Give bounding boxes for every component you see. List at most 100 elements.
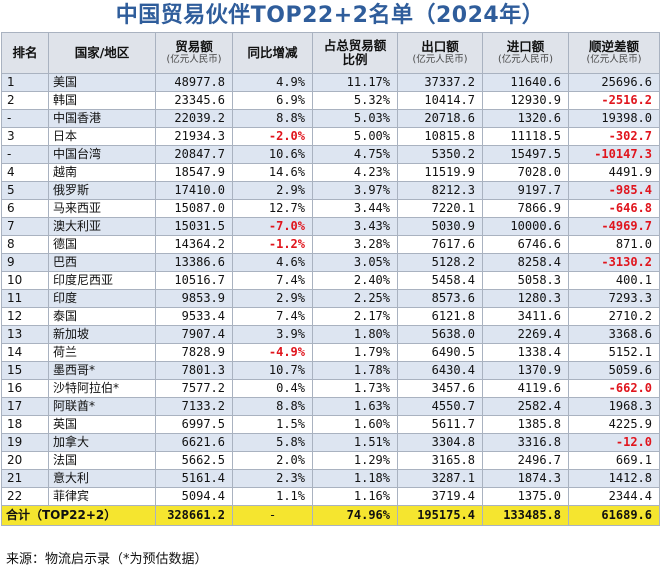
cell-balance: -12.0 [568,433,660,452]
cell-country: 英国 [48,415,156,434]
cell-yoy: 6.9% [232,91,313,110]
cell-balance: 5152.1 [568,343,660,362]
cell-country: 俄罗斯 [48,181,156,200]
header-balance: 顺逆差额 (亿元人民币) [568,32,660,74]
cell-export: 6121.8 [397,307,483,326]
cell-export: 3719.4 [397,487,483,506]
cell-country: 印度尼西亚 [48,271,156,290]
cell-share: 2.40% [312,271,398,290]
cell-trade: 10516.7 [155,271,233,290]
cell-import: 1338.4 [482,343,569,362]
header-export-unit: (亿元人民币) [412,54,468,65]
cell-trade: 18547.9 [155,163,233,182]
cell-share: 5.03% [312,109,398,128]
cell-share: 1.79% [312,343,398,362]
cell-country: 加拿大 [48,433,156,452]
cell-rank: 13 [1,325,49,344]
cell-share: 5.32% [312,91,398,110]
cell-country: 澳大利亚 [48,217,156,236]
cell-export: 6490.5 [397,343,483,362]
table-row: 10 印度尼西亚 10516.7 7.4% 2.40% 5458.4 5058.3 400.1 [1,271,660,290]
cell-country: 马来西亚 [48,199,156,218]
total-label: 合计（TOP22+2） [1,505,156,526]
cell-export: 8212.3 [397,181,483,200]
header-share-line2: 比例 [342,52,368,67]
table-row: - 中国香港 22039.2 8.8% 5.03% 20718.6 1320.6 19398.… [1,109,660,128]
cell-export: 5350.2 [397,145,483,164]
cell-import: 11118.5 [482,127,569,146]
table-row: 16 沙特阿拉伯* 7577.2 0.4% 1.73% 3457.6 4119.6 -662.… [1,379,660,398]
table-row: 3 日本 21934.3 -2.0% 5.00% 10815.8 11118.5 -302.7 [1,127,660,146]
cell-balance: 25696.6 [568,73,660,92]
cell-trade: 5662.5 [155,451,233,470]
cell-balance: -10147.3 [568,145,660,164]
cell-import: 1375.0 [482,487,569,506]
cell-country: 美国 [48,73,156,92]
cell-yoy: 4.6% [232,253,313,272]
cell-country: 法国 [48,451,156,470]
table-row: 19 加拿大 6621.6 5.8% 1.51% 3304.8 3316.8 -12.0 [1,433,660,452]
cell-share: 1.80% [312,325,398,344]
cell-rank: 5 [1,181,49,200]
cell-rank: 3 [1,127,49,146]
total-balance: 61689.6 [568,505,660,526]
header-yoy: 同比增减 [232,32,313,74]
cell-balance: 4225.9 [568,415,660,434]
cell-share: 1.18% [312,469,398,488]
cell-share: 3.44% [312,199,398,218]
cell-share: 5.00% [312,127,398,146]
cell-export: 10414.7 [397,91,483,110]
cell-rank: 18 [1,415,49,434]
cell-rank: 1 [1,73,49,92]
table-row: 9 巴西 13386.6 4.6% 3.05% 5128.2 8258.4 -3130.2 [1,253,660,272]
cell-share: 1.63% [312,397,398,416]
cell-country: 中国香港 [48,109,156,128]
table-header: 排名 国家/地区 贸易额 (亿元人民币) 同比增减 占总贸易额 比例 出口额 (亿元人… [1,32,660,74]
cell-yoy: -2.0% [232,127,313,146]
table-row: 13 新加坡 7907.4 3.9% 1.80% 5638.0 2269.4 3368.6 [1,325,660,344]
cell-import: 3411.6 [482,307,569,326]
cell-country: 阿联酋* [48,397,156,416]
cell-trade: 7133.2 [155,397,233,416]
cell-share: 3.43% [312,217,398,236]
cell-import: 1320.6 [482,109,569,128]
table-row: 17 阿联酋* 7133.2 8.8% 1.63% 4550.7 2582.4 1968.3 [1,397,660,416]
cell-export: 5030.9 [397,217,483,236]
cell-export: 10815.8 [397,127,483,146]
cell-share: 1.51% [312,433,398,452]
cell-balance: 2344.4 [568,487,660,506]
cell-yoy: 12.7% [232,199,313,218]
cell-balance: 1412.8 [568,469,660,488]
cell-export: 4550.7 [397,397,483,416]
cell-import: 8258.4 [482,253,569,272]
table-row: 4 越南 18547.9 14.6% 4.23% 11519.9 7028.0 4491.9 [1,163,660,182]
cell-trade: 15087.0 [155,199,233,218]
cell-country: 德国 [48,235,156,254]
cell-balance: 19398.0 [568,109,660,128]
cell-trade: 13386.6 [155,253,233,272]
cell-country: 中国台湾 [48,145,156,164]
cell-trade: 20847.7 [155,145,233,164]
cell-import: 1370.9 [482,361,569,380]
cell-rank: 7 [1,217,49,236]
cell-rank: 21 [1,469,49,488]
cell-trade: 23345.6 [155,91,233,110]
cell-yoy: 2.9% [232,181,313,200]
table-row: 7 澳大利亚 15031.5 -7.0% 3.43% 5030.9 10000.6 -4969… [1,217,660,236]
cell-balance: 5059.6 [568,361,660,380]
cell-rank: 22 [1,487,49,506]
header-trade-unit: (亿元人民币) [166,54,222,65]
total-export: 195175.4 [397,505,483,526]
cell-import: 7866.9 [482,199,569,218]
cell-balance: -302.7 [568,127,660,146]
cell-import: 1874.3 [482,469,569,488]
cell-share: 1.29% [312,451,398,470]
cell-balance: 1968.3 [568,397,660,416]
cell-yoy: 8.8% [232,109,313,128]
cell-trade: 7577.2 [155,379,233,398]
cell-country: 墨西哥* [48,361,156,380]
cell-trade: 7801.3 [155,361,233,380]
cell-rank: 17 [1,397,49,416]
cell-export: 3304.8 [397,433,483,452]
